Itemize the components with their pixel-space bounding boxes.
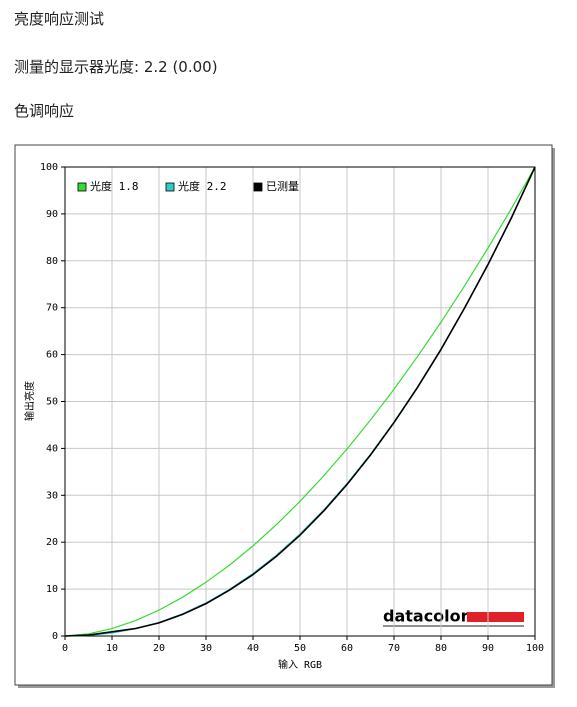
y-tick-label: 100: [40, 162, 58, 173]
legend-swatch: [253, 182, 263, 192]
gamma-result: 测量的显示器光度: 2.2 (0.00): [14, 58, 218, 76]
y-tick-label: 90: [46, 209, 58, 220]
page-title: 亮度响应测试: [14, 10, 105, 28]
logo-bar: [467, 612, 524, 622]
legend-label: 光度 1.8: [90, 179, 139, 193]
x-tick-label: 30: [200, 643, 212, 654]
plot-border: [64, 166, 536, 637]
legend-swatch: [77, 182, 87, 192]
series-line: [64, 166, 536, 637]
x-tick-label: 60: [341, 643, 353, 654]
y-tick-label: 50: [46, 397, 58, 408]
x-axis-label: 输入 RGB: [278, 658, 322, 671]
y-tick-label: 0: [52, 631, 58, 642]
x-tick-label: 10: [106, 643, 118, 654]
legend-label: 已测量: [266, 180, 299, 193]
x-tick-label: 90: [482, 643, 494, 654]
x-tick-label: 70: [388, 643, 400, 654]
section-title: 色调响应: [14, 102, 75, 120]
y-tick-label: 70: [46, 303, 58, 314]
x-tick-label: 50: [294, 643, 306, 654]
y-tick-label: 80: [46, 256, 58, 267]
x-tick-label: 20: [153, 643, 165, 654]
y-tick-label: 60: [46, 350, 58, 361]
x-tick-label: 100: [526, 643, 544, 654]
logo: datacolor: [383, 607, 469, 626]
y-tick-label: 40: [46, 443, 58, 454]
legend-swatch: [165, 182, 175, 192]
y-tick-label: 20: [46, 537, 58, 548]
x-tick-label: 80: [435, 643, 447, 654]
y-axis-label: 输出亮度: [23, 381, 36, 421]
series-line: [64, 166, 536, 637]
y-tick-label: 10: [46, 584, 58, 595]
x-tick-label: 0: [62, 643, 68, 654]
y-tick-label: 30: [46, 490, 58, 501]
legend-label: 光度 2.2: [178, 179, 227, 193]
x-tick-label: 40: [247, 643, 259, 654]
